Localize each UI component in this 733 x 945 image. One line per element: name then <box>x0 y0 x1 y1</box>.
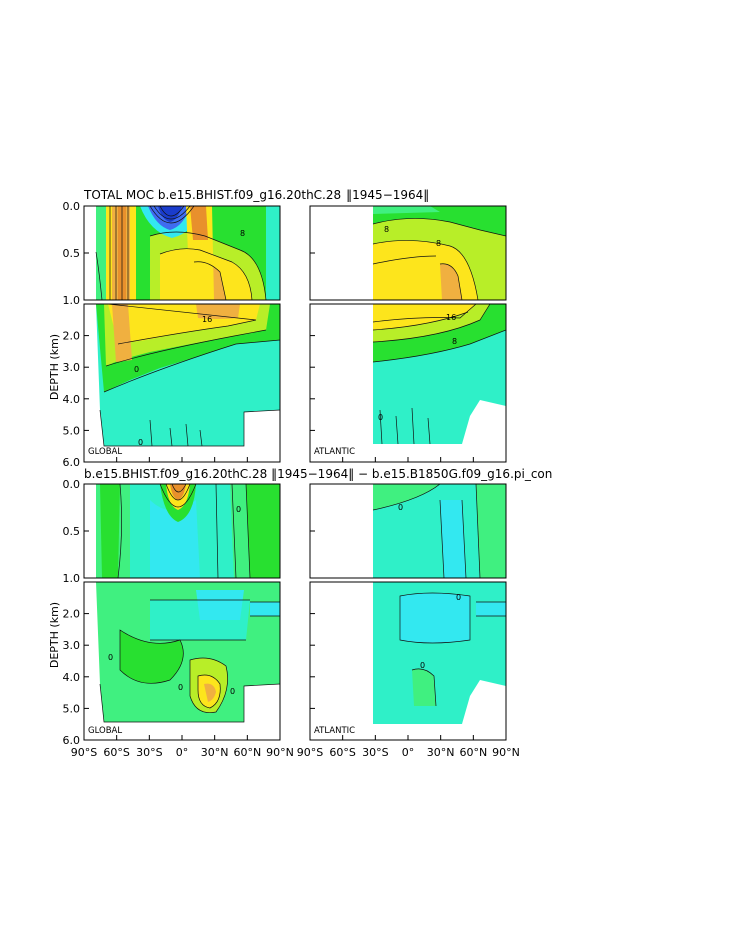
x-tick-label: 30°S <box>136 746 162 759</box>
contour-label: 0 <box>108 653 113 662</box>
x-tick-label: 90°S <box>71 746 97 759</box>
x-tick-label: 0° <box>402 746 415 759</box>
x-tick-label: 30°N <box>427 746 455 759</box>
diff-global-lower-field <box>96 582 280 740</box>
contour-label: 0 <box>178 683 183 692</box>
x-tick-label: 60°S <box>103 746 129 759</box>
panel-moc-atlantic: 8 8 ATLANTIC 16 8 0 <box>309 205 507 463</box>
contour-label: 8 <box>436 239 441 248</box>
contour-label: 8 <box>452 337 457 346</box>
y-tick-label: 2.0 <box>63 330 81 343</box>
y-tick-label: 1.0 <box>63 572 81 585</box>
x-tick-label: 30°N <box>201 746 229 759</box>
x-tick-label: 60°S <box>329 746 355 759</box>
y-tick-label: 2.0 <box>63 608 81 621</box>
contour-label: 8 <box>240 229 245 238</box>
contour-label: 0 <box>378 413 383 422</box>
y-tick-label: 3.0 <box>63 639 81 652</box>
moc-global-upper-field <box>95 206 280 300</box>
x-tick-label: 90°N <box>266 746 294 759</box>
y-tick-label: 0.5 <box>63 525 81 538</box>
panel-label-global-bottom: GLOBAL <box>88 726 122 736</box>
contour-label: 0 <box>134 365 139 374</box>
contour-label: 0 <box>230 687 235 696</box>
y-tick-label: 5.0 <box>63 424 81 437</box>
y-tick-label: 3.0 <box>63 361 81 374</box>
contour-label: 16 <box>202 315 212 324</box>
diff-global-upper-field <box>96 484 280 578</box>
y-tick-label: 6.0 <box>63 456 81 469</box>
moc-global-lower-field <box>96 304 280 462</box>
y-tick-label: 5.0 <box>63 702 81 715</box>
y-tick-label: 0.0 <box>63 200 81 213</box>
axes: 0.0 0.5 1.0 2.0 3.0 4.0 5.0 6.0 0.0 0.5 1.0 2.0 3.0 4… <box>63 200 520 759</box>
y-tick-label: 0.5 <box>63 247 81 260</box>
contour-label: 16 <box>446 313 456 322</box>
x-tick-label: 90°N <box>492 746 520 759</box>
panel-diff-atlantic: 0 ATLANTIC 0 0 <box>309 483 507 741</box>
diff-atlantic-lower-field <box>310 582 506 740</box>
x-tick-label: 90°S <box>297 746 323 759</box>
top-title: TOTAL MOC b.e15.BHIST.f09_g16.20thC.28 ‖… <box>83 188 429 202</box>
panel-diff-global: 0 GLOBAL 0 0 0 <box>83 483 281 741</box>
panel-label-atlantic-top: ATLANTIC <box>314 447 355 457</box>
contour-label: 0 <box>456 593 461 602</box>
y-tick-label: 6.0 <box>63 734 81 747</box>
contour-label: 0 <box>398 503 403 512</box>
ylabel-top: DEPTH (km) <box>48 334 61 400</box>
ylabel-bottom: DEPTH (km) <box>48 602 61 668</box>
y-tick-label: 0.0 <box>63 478 81 491</box>
y-tick-label: 1.0 <box>63 294 81 307</box>
contour-label: 0 <box>138 438 143 447</box>
moc-atlantic-lower-field <box>310 304 506 462</box>
moc-atlantic-upper-field <box>372 206 506 300</box>
contour-label: 0 <box>236 505 241 514</box>
x-tick-label: 60°N <box>233 746 261 759</box>
panel-label-global-top: GLOBAL <box>88 447 122 457</box>
x-tick-label: 30°S <box>362 746 388 759</box>
y-tick-label: 4.0 <box>63 671 81 684</box>
panel-label-atlantic-bottom: ATLANTIC <box>314 726 355 736</box>
x-tick-label: 60°N <box>459 746 487 759</box>
diff-atlantic-upper-field <box>372 484 506 578</box>
y-tick-label: 4.0 <box>63 393 81 406</box>
bottom-title: b.e15.BHIST.f09_g16.20thC.28 ‖1945−1964‖… <box>84 467 552 481</box>
x-tick-label: 0° <box>176 746 189 759</box>
contour-label: 8 <box>384 225 389 234</box>
panel-moc-global: 8 GLOBAL 16 0 0 <box>83 205 281 463</box>
contour-label: 0 <box>420 661 425 670</box>
